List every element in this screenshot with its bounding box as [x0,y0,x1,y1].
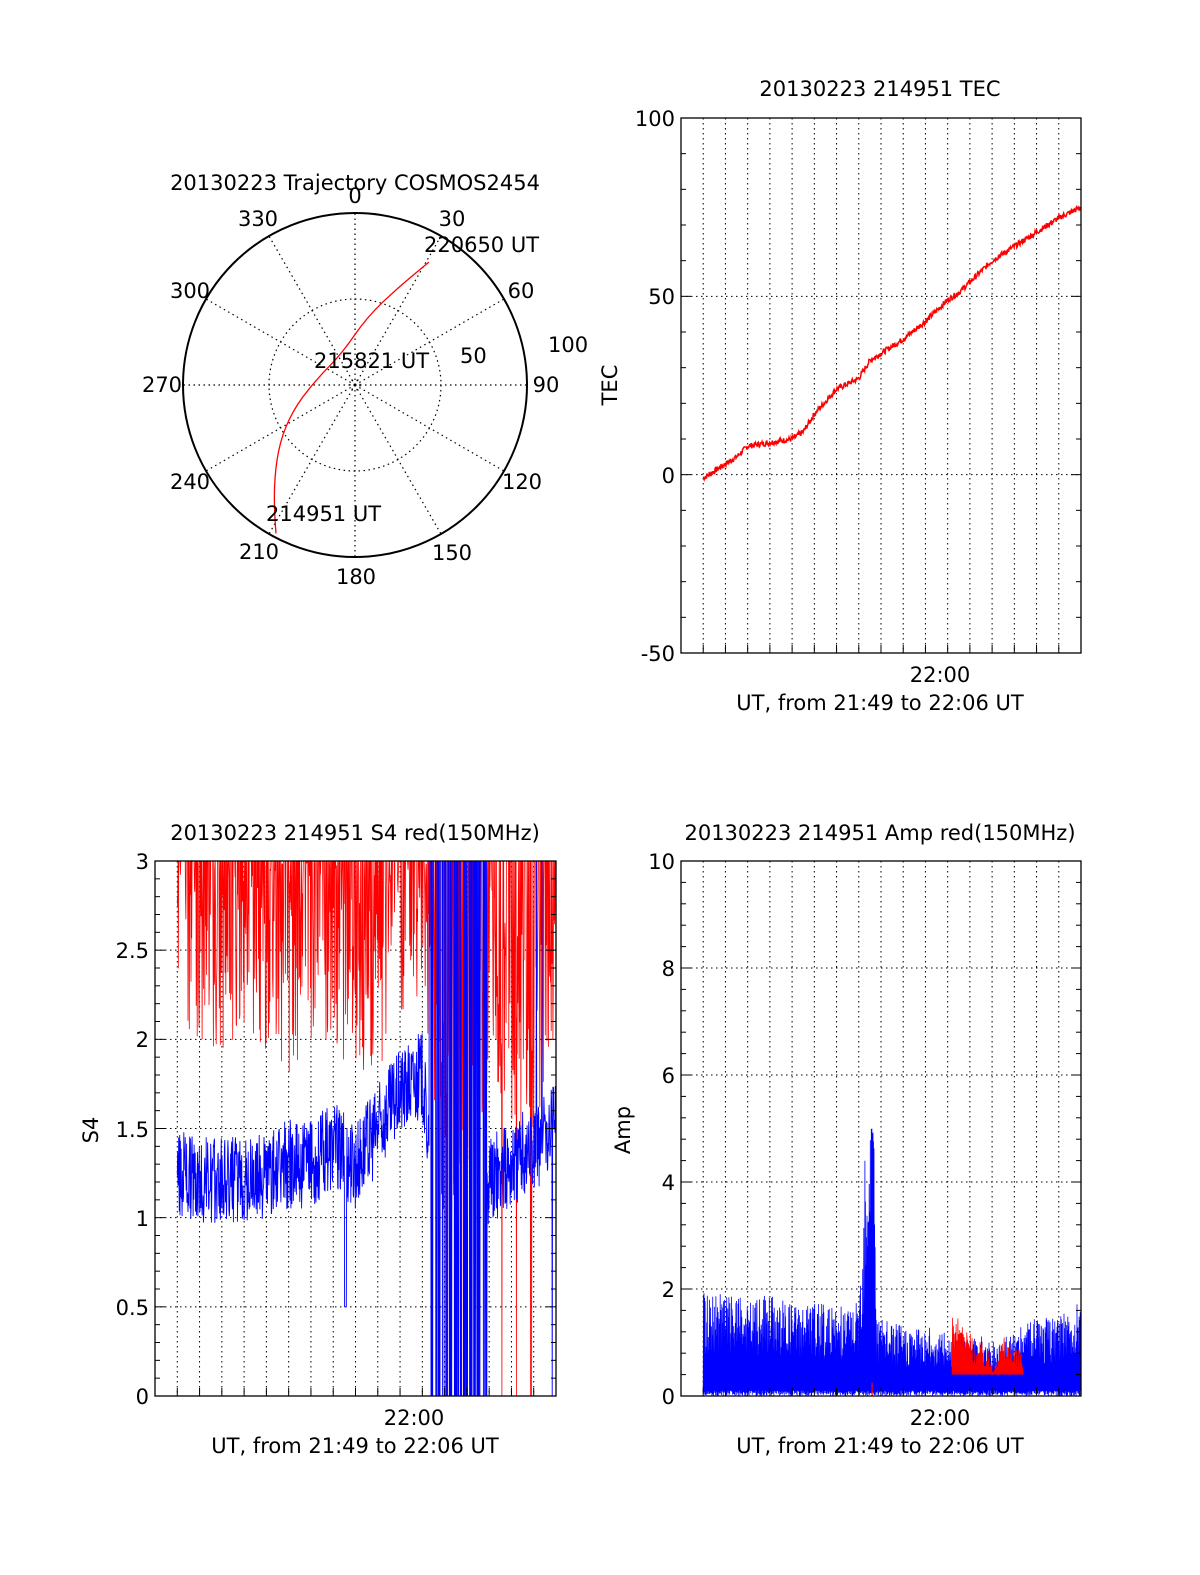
polar-grid [183,213,527,557]
polar-spoke-30 [354,235,442,386]
tec-xlabel: UT, from 21:49 to 22:06 UT [736,691,1024,715]
polar-spoke-210 [268,384,356,535]
polar-elev-label-50: 50 [460,344,487,368]
polar-azimuth-label-30: 30 [439,207,466,231]
s4-ytick-2.5: 2.5 [116,939,149,963]
s4-ticks [154,860,557,1397]
tec-xtick-2200: 22:00 [910,663,971,687]
polar-outer-circle [182,212,528,558]
polar-azimuth-label-210: 210 [239,540,279,564]
amp-series-red [951,1317,1024,1375]
tec-title: 20130223 214951 TEC [759,77,1000,101]
polar-azimuth-label-120: 120 [502,470,542,494]
tec-grid [680,118,1082,653]
s4-ylabel: S4 [79,1117,103,1144]
s4-ytick-0: 0 [136,1385,149,1409]
tec-ticks [680,117,1082,654]
polar-azimuth-labels: 0 30 60 90 120 150 180 210 240 270 300 330 [142,184,559,589]
polar-annotation-end: 220650 UT [424,233,539,257]
amp-title: 20130223 214951 Amp red(150MHz) [684,821,1075,845]
polar-spoke-60 [354,298,505,386]
polar-ring-1 [349,379,361,391]
s4-chart: 20130223 214951 S4 red(150MHz) 3 2.5 2 1… [79,821,557,1458]
tec-series-line [702,204,1082,482]
polar-spoke-240 [205,384,356,472]
polar-azimuth-label-0: 0 [348,184,361,208]
polar-spoke-300 [205,298,356,386]
polar-azimuth-label-60: 60 [508,279,535,303]
amp-series [702,1128,1082,1397]
polar-trajectory-chart: 20130223 Trajectory COSMOS2454 0 30 60 90 12… [142,171,588,589]
s4-ytick-1.5: 1.5 [116,1118,149,1142]
s4-ytick-3: 3 [136,850,149,874]
polar-azimuth-label-300: 300 [170,279,210,303]
amp-ytick-2: 2 [662,1278,675,1302]
polar-elev-label-100: 100 [548,333,588,357]
polar-azimuth-label-90: 90 [533,373,560,397]
polar-azimuth-label-180: 180 [336,565,376,589]
polar-azimuth-label-150: 150 [432,541,472,565]
s4-series [176,859,557,1397]
polar-azimuth-label-270: 270 [142,373,182,397]
s4-ytick-1: 1 [136,1207,149,1231]
amp-ytick-10: 10 [648,850,675,874]
polar-trajectory-line [273,261,430,534]
amp-ytick-4: 4 [662,1171,675,1195]
polar-azimuth-label-330: 330 [238,207,278,231]
polar-annotation-start: 214951 UT [266,502,381,526]
polar-spoke-150 [354,384,442,535]
polar-annotation-mid: 215821 UT [314,349,429,373]
amp-ticks [680,860,1082,1397]
amp-chart: 20130223 214951 Amp red(150MHz) 10 8 6 4… [611,821,1082,1458]
s4-ytick-0.5: 0.5 [116,1296,149,1320]
amp-ylabel: Amp [611,1106,635,1154]
polar-spoke-330 [268,235,356,386]
s4-title: 20130223 214951 S4 red(150MHz) [170,821,540,845]
polar-title: 20130223 Trajectory COSMOS2454 [170,171,540,195]
amp-ytick-0: 0 [662,1385,675,1409]
s4-xtick-2200: 22:00 [384,1406,445,1430]
polar-azimuth-label-240: 240 [170,470,210,494]
tec-ytick-50: 50 [648,285,675,309]
s4-ytick-2: 2 [136,1028,149,1052]
tec-chart: 20130223 214951 TEC 100 50 0 -50 TEC 22:… [598,77,1082,715]
amp-xtick-2200: 22:00 [910,1406,971,1430]
tec-ylabel: TEC [598,365,622,407]
s4-xlabel: UT, from 21:49 to 22:06 UT [211,1434,499,1458]
amp-xlabel: UT, from 21:49 to 22:06 UT [736,1434,1024,1458]
amp-ytick-8: 8 [662,957,675,981]
amp-ytick-6: 6 [662,1064,675,1088]
amp-series-blue [702,1128,1082,1397]
tec-ytick-0: 0 [662,464,675,488]
s4-series-blue [176,860,557,1397]
polar-ring-0 [268,298,442,472]
tec-ytick-100: 100 [635,107,675,131]
tec-ytick-neg50: -50 [641,642,675,666]
